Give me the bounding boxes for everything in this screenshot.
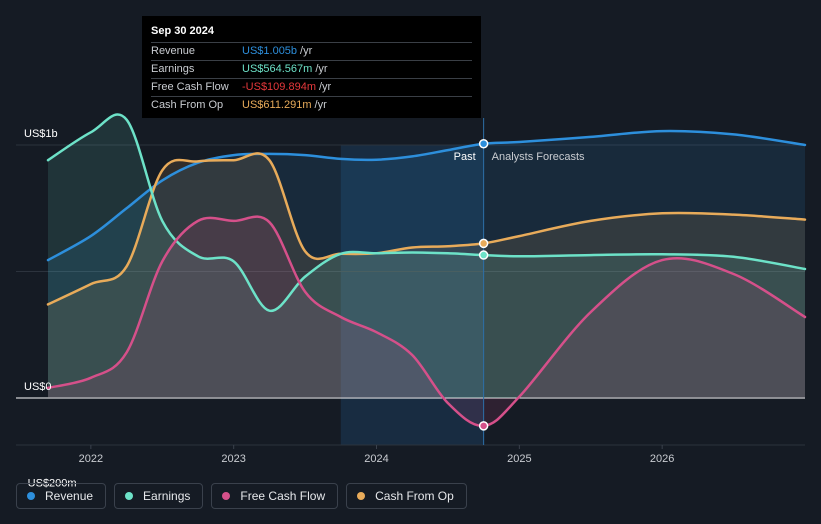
current-value-markers <box>478 138 489 431</box>
legend-item-free-cash-flow[interactable]: Free Cash Flow <box>211 483 339 509</box>
x-tick-label: 2024 <box>364 453 388 465</box>
tooltip-label: Revenue <box>151 45 196 57</box>
tooltip-label: Free Cash Flow <box>151 81 229 93</box>
line-free-cash-flow <box>46 215 807 428</box>
series-areas <box>48 114 805 426</box>
legend: Revenue Earnings Free Cash Flow Cash Fro… <box>16 483 467 511</box>
legend-dot-icon <box>27 492 35 500</box>
tooltip-label: Cash From Op <box>151 99 224 111</box>
legend-item-cash-from-op[interactable]: Cash From Op <box>346 483 467 509</box>
line-earnings <box>46 113 807 312</box>
tooltip-value: US$1.005b <box>242 45 298 57</box>
grid-lines <box>16 144 805 446</box>
marker-free-cash-flow <box>478 421 489 431</box>
line-cash-from-op <box>46 152 807 306</box>
marker-revenue <box>478 138 489 149</box>
legend-label: Cash From Op <box>375 489 454 503</box>
tooltip-unit: /yr <box>319 81 332 93</box>
tooltip: Sep 30 2024 Revenue US$1.005b /yr Earnin… <box>142 16 481 118</box>
tooltip-row-earnings: Earnings US$564.567m /yr <box>151 60 472 78</box>
marker-earnings <box>478 250 489 260</box>
past-region-highlight <box>340 145 484 445</box>
y-tick-label: US$1b <box>24 128 58 140</box>
area-free-cash-flow <box>48 216 805 426</box>
tooltip-date: Sep 30 2024 <box>151 25 214 37</box>
legend-label: Revenue <box>45 489 94 503</box>
tooltip-value: US$611.291m <box>242 99 312 111</box>
x-tick-label: 2025 <box>507 453 531 465</box>
tooltip-row-cash-from-op: Cash From Op US$611.291m /yr <box>151 96 472 114</box>
legend-dot-icon <box>222 492 231 500</box>
past-label: Past <box>454 151 476 163</box>
area-cash-from-op <box>48 153 805 398</box>
area-earnings <box>48 114 805 399</box>
x-axis-ticks: 2022 2023 2024 2025 2026 <box>79 445 674 465</box>
tooltip-label: Earnings <box>151 63 195 75</box>
forecast-label: Analysts Forecasts <box>492 151 585 163</box>
x-tick-label: 2023 <box>221 453 245 465</box>
line-revenue <box>46 129 807 262</box>
y-tick-label: US$0 <box>24 381 52 393</box>
x-tick-label: 2026 <box>650 453 674 465</box>
tooltip-value: -US$109.894m <box>242 81 316 93</box>
tooltip-unit: /yr <box>314 99 327 111</box>
series-lines <box>46 113 807 428</box>
legend-dot-icon <box>357 492 366 500</box>
x-tick-label: 2022 <box>79 453 103 465</box>
tooltip-value: US$564.567m <box>242 63 313 75</box>
tooltip-row-revenue: Revenue US$1.005b /yr <box>151 42 472 60</box>
legend-label: Earnings <box>143 489 191 503</box>
area-revenue <box>48 131 805 398</box>
tooltip-unit: /yr <box>315 63 328 75</box>
legend-item-earnings[interactable]: Earnings <box>114 483 204 509</box>
tooltip-unit: /yr <box>300 45 313 57</box>
legend-item-revenue[interactable]: Revenue <box>16 483 107 509</box>
legend-dot-icon <box>125 492 134 500</box>
legend-label: Free Cash Flow <box>240 489 326 503</box>
marker-cash-from-op <box>478 238 489 249</box>
tooltip-row-free-cash-flow: Free Cash Flow -US$109.894m /yr <box>151 78 472 96</box>
